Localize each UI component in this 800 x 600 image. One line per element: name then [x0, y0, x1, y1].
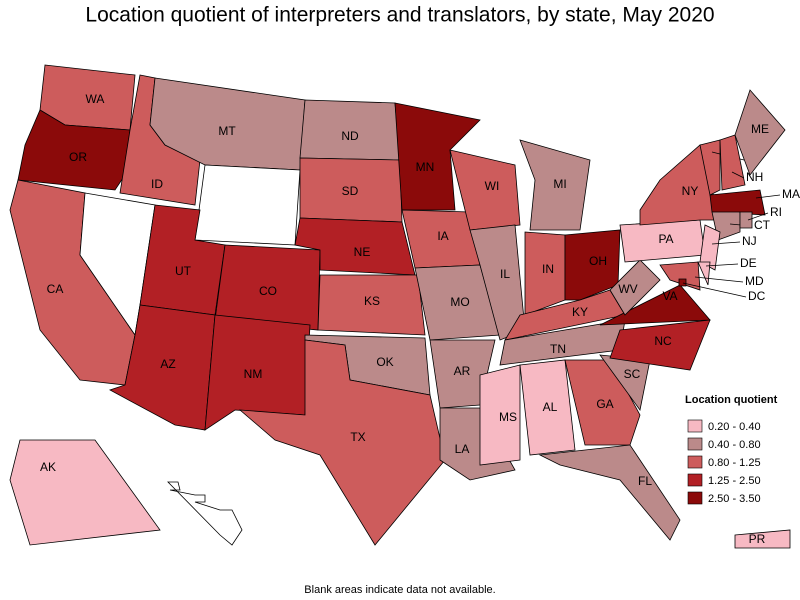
state-label: NE [354, 245, 371, 259]
state [317, 274, 426, 336]
state-label: MD [745, 274, 764, 288]
state-label: GA [596, 397, 613, 411]
state-label: WA [86, 92, 105, 106]
state [238, 339, 446, 546]
state [17, 109, 131, 191]
legend-swatch [687, 473, 703, 487]
state [564, 229, 621, 301]
state-label: NC [654, 334, 672, 348]
state [734, 89, 786, 176]
legend-swatch [687, 419, 703, 433]
state [697, 261, 711, 286]
state-label: DC [748, 289, 766, 303]
state-label: AR [454, 364, 471, 378]
state [709, 189, 766, 216]
state-label: SC [624, 367, 641, 381]
state-label: MA [782, 187, 800, 201]
state-label: VA [662, 289, 677, 303]
legend-label: 2.50 - 3.50 [708, 493, 761, 505]
state [479, 364, 521, 466]
legend-title: Location quotient [685, 394, 778, 406]
legend-label: 0.20 - 0.40 [708, 421, 761, 433]
state-label: MO [450, 295, 469, 309]
state-label: CT [754, 218, 771, 232]
state-label: WV [618, 282, 637, 296]
state-label: FL [638, 474, 652, 488]
leader-line [682, 282, 747, 298]
map-title: Location quotient of interpreters and tr… [85, 4, 714, 27]
state [719, 134, 746, 191]
leader-line [694, 276, 744, 283]
state [167, 481, 243, 546]
state-label: ND [341, 129, 359, 143]
state-label: NJ [742, 234, 757, 248]
state-label: DE [740, 256, 757, 270]
legend-swatch [687, 455, 703, 469]
state [599, 284, 711, 326]
state-label: MS [499, 410, 517, 424]
legend-label: 0.40 - 0.80 [708, 439, 761, 451]
state-label: AK [40, 460, 56, 474]
legend-swatch [687, 437, 703, 451]
legend-swatch [687, 491, 703, 505]
state [699, 224, 721, 271]
state-label: SD [342, 184, 359, 198]
state-label: KY [572, 305, 588, 319]
state [609, 319, 711, 371]
leader-line [747, 212, 769, 221]
leader-line [731, 171, 745, 179]
state-label: PR [749, 532, 766, 546]
state-label: MN [416, 160, 435, 174]
state-label: NY [682, 184, 699, 198]
state-label: KS [364, 294, 380, 308]
state-label: CA [47, 282, 64, 296]
state-label: ID [151, 177, 163, 191]
state [678, 278, 687, 287]
state [609, 259, 661, 316]
state-label: UT [175, 264, 192, 278]
state-label: NM [244, 367, 263, 381]
state [659, 261, 701, 291]
state-label: CO [259, 284, 277, 298]
state-label: OR [69, 150, 87, 164]
state [739, 211, 753, 229]
state-label: WI [485, 179, 500, 193]
state [538, 444, 681, 541]
state-label: IA [437, 229, 448, 243]
legend-label: 0.80 - 1.25 [708, 457, 761, 469]
legend-label: 1.25 - 2.50 [708, 475, 761, 487]
state-label: AL [543, 400, 558, 414]
state [699, 139, 721, 196]
state [194, 164, 301, 246]
state [519, 139, 591, 231]
state-label: LA [455, 442, 470, 456]
state [449, 149, 521, 231]
state-label: IN [542, 262, 554, 276]
state-label: MI [553, 177, 566, 191]
leader-line [755, 194, 781, 199]
leader-line [711, 241, 741, 245]
state-label: PA [658, 232, 673, 246]
state [519, 359, 576, 456]
map-note: Blank areas indicate data not available. [304, 584, 495, 596]
state-label: OK [376, 355, 393, 369]
state [734, 529, 791, 549]
leader-line [705, 263, 739, 267]
state [9, 439, 161, 546]
state [294, 217, 416, 276]
state-label: OH [589, 254, 607, 268]
state-label: MT [218, 124, 236, 138]
state-label: ME [751, 122, 769, 136]
state-label: RI [770, 205, 782, 219]
state-label: IL [500, 267, 510, 281]
state-label: TX [350, 430, 365, 444]
state [394, 102, 481, 211]
state-label: TN [550, 342, 566, 356]
state-label: AZ [160, 357, 175, 371]
